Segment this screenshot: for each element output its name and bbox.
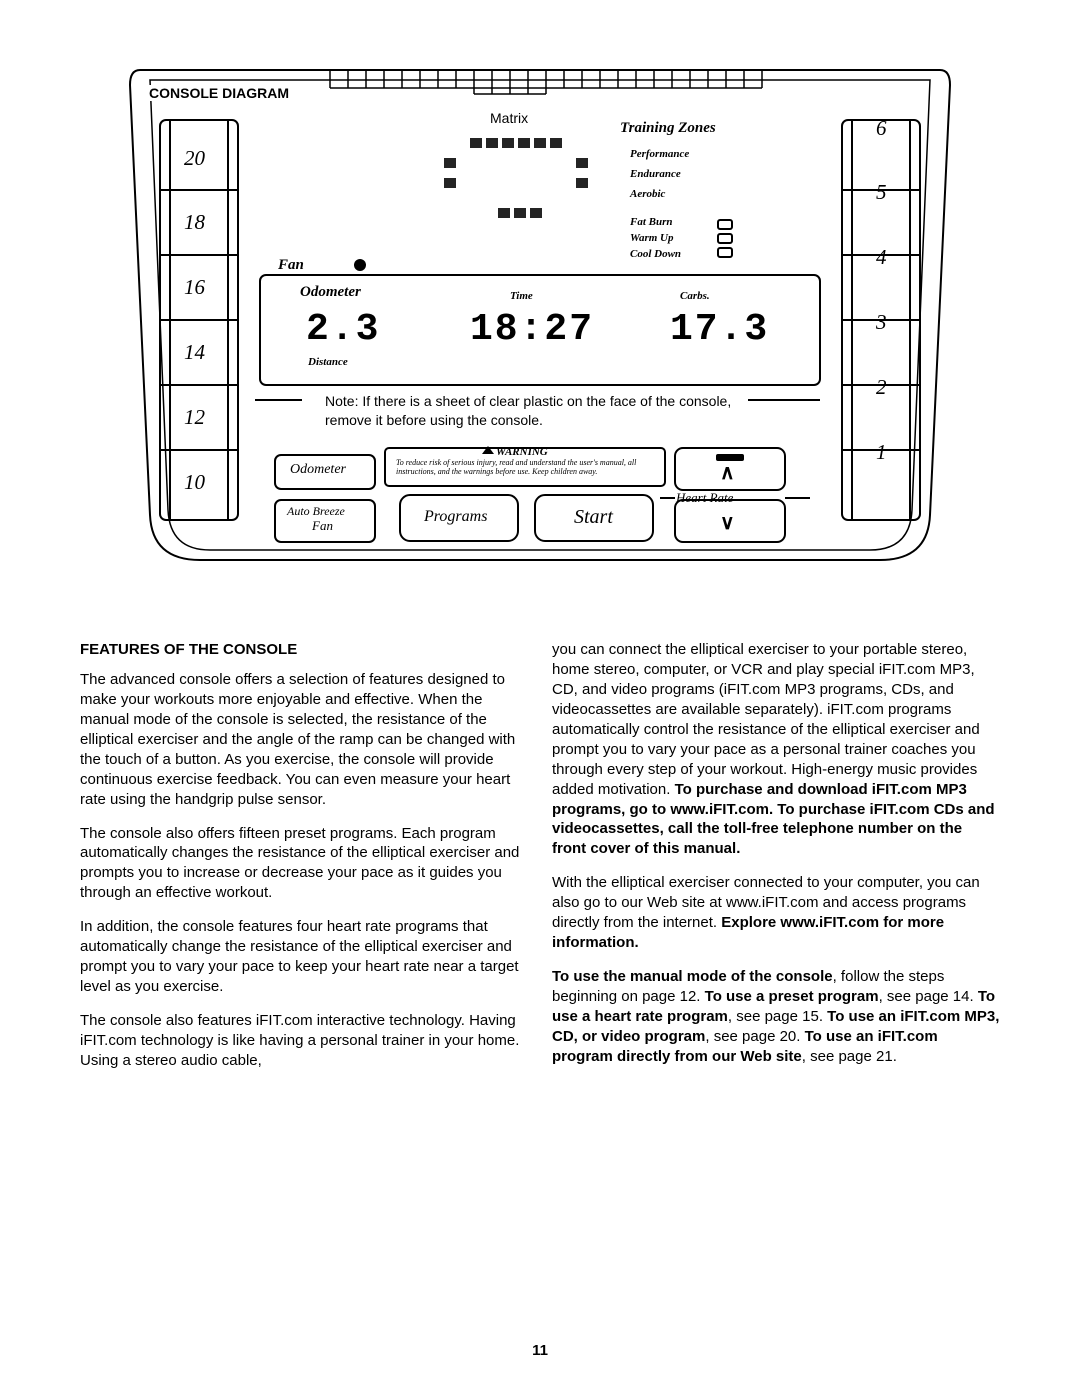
odometer-header: Odometer <box>300 284 361 301</box>
time-header: Time <box>510 290 533 302</box>
left-scale-0: 20 <box>184 146 205 171</box>
carbs-header: Carbs. <box>680 290 710 302</box>
left-p1: The advanced console offers a selection … <box>80 670 528 810</box>
warning-title: WARNING <box>496 446 548 458</box>
tz-1: Endurance <box>630 168 681 180</box>
right-p2: With the elliptical exerciser connected … <box>552 873 1000 953</box>
diagram-title: CONSOLE DIAGRAM <box>145 85 293 101</box>
r3c: To use a preset program <box>705 988 879 1005</box>
lcd-carbs: 17.3 <box>670 308 769 351</box>
programs-button[interactable]: Programs <box>424 508 487 526</box>
right-scale-3: 3 <box>876 310 887 335</box>
body-columns: FEATURES OF THE CONSOLE The advanced con… <box>80 640 1000 1085</box>
training-zones-title: Training Zones <box>620 120 716 137</box>
page-number: 11 <box>0 1342 1080 1359</box>
right-p1-a: you can connect the elliptical exerciser… <box>552 641 980 798</box>
tz-2: Aerobic <box>630 188 665 200</box>
heart-rate-label: Heart Rate <box>676 490 733 506</box>
right-p1: you can connect the elliptical exerciser… <box>552 640 1000 859</box>
r3d: , see page 14. <box>879 988 978 1005</box>
matrix-label: Matrix <box>490 110 528 126</box>
r3f: , see page 15. <box>728 1008 827 1025</box>
console-diagram: CONSOLE DIAGRAM 20 18 16 14 12 10 6 5 4 … <box>120 60 960 570</box>
distance-label: Distance <box>308 356 348 368</box>
lcd-time: 18:27 <box>470 308 594 351</box>
left-column: FEATURES OF THE CONSOLE The advanced con… <box>80 640 528 1085</box>
tz-0: Performance <box>630 148 689 160</box>
left-p3: In addition, the console features four h… <box>80 917 528 997</box>
left-scale-3: 14 <box>184 340 205 365</box>
tz-4: Warm Up <box>630 232 674 244</box>
left-scale-5: 10 <box>184 470 205 495</box>
tz-5: Cool Down <box>630 248 681 260</box>
left-scale-4: 12 <box>184 405 205 430</box>
right-p3: To use the manual mode of the console, f… <box>552 967 1000 1067</box>
right-scale-5: 1 <box>876 440 887 465</box>
left-scale-1: 18 <box>184 210 205 235</box>
r3h: , see page 20. <box>705 1028 804 1045</box>
r3j: , see page 21. <box>802 1048 897 1065</box>
fan-label: Fan <box>278 257 304 274</box>
right-column: you can connect the elliptical exerciser… <box>552 640 1000 1085</box>
warning-body: To reduce risk of serious injury, read a… <box>396 458 658 476</box>
fan-button-top[interactable]: Auto Breeze <box>287 504 345 519</box>
left-p4: The console also features iFIT.com inter… <box>80 1011 528 1071</box>
start-button[interactable]: Start <box>574 506 613 529</box>
fan-button-bottom[interactable]: Fan <box>312 518 333 534</box>
heart-rate-down-button[interactable]: ∨ <box>720 510 735 535</box>
left-p2: The console also offers fifteen preset p… <box>80 824 528 904</box>
r3a: To use the manual mode of the console <box>552 968 833 985</box>
lcd-distance: 2.3 <box>306 308 380 351</box>
right-scale-2: 4 <box>876 245 887 270</box>
heart-rate-up-button[interactable]: ∧ <box>720 460 735 485</box>
features-heading: FEATURES OF THE CONSOLE <box>80 640 528 660</box>
left-scale-2: 16 <box>184 275 205 300</box>
right-scale-4: 2 <box>876 375 887 400</box>
odometer-button[interactable]: Odometer <box>290 462 346 478</box>
tz-3: Fat Burn <box>630 216 673 228</box>
console-note: Note: If there is a sheet of clear plast… <box>325 392 745 430</box>
right-scale-0: 6 <box>876 116 887 141</box>
right-scale-1: 5 <box>876 180 887 205</box>
